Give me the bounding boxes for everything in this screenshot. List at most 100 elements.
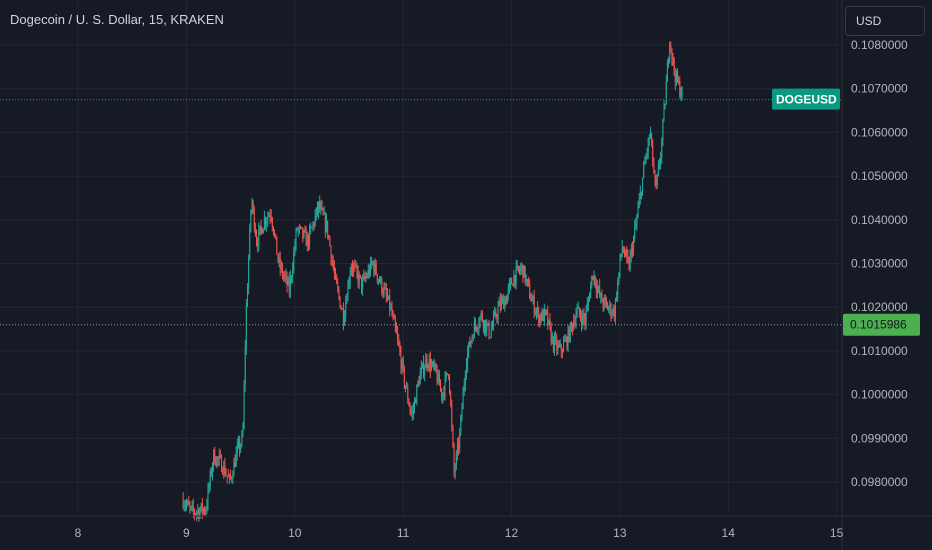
candle (381, 276, 383, 296)
candle (192, 498, 194, 519)
candle (489, 336, 491, 339)
candle (596, 280, 598, 299)
candle (362, 274, 364, 296)
candle (459, 427, 461, 454)
candle (253, 205, 255, 233)
candle (310, 222, 312, 235)
currency-button[interactable]: USD (845, 6, 925, 36)
candle (519, 265, 521, 276)
candle (617, 277, 619, 303)
candle (318, 201, 320, 220)
candle (244, 340, 246, 392)
candle (523, 264, 525, 278)
candle (285, 268, 287, 284)
candle (472, 333, 474, 342)
candle (304, 225, 306, 233)
candle (680, 87, 682, 102)
candle (418, 376, 420, 387)
candle (366, 272, 368, 279)
candle (261, 226, 263, 235)
candle (259, 225, 261, 236)
candle (342, 302, 344, 331)
candle (240, 442, 242, 454)
candle (222, 466, 224, 476)
candle (658, 158, 660, 170)
candle (367, 263, 369, 280)
candle (198, 507, 200, 522)
candle (447, 373, 449, 380)
y-axis[interactable]: 0.0980000 0.0990000 0.1000000 0.1010000 0.10… (841, 0, 908, 550)
price-level-lines (0, 99, 842, 326)
candle (291, 274, 293, 284)
candle (427, 363, 429, 372)
candle (479, 315, 481, 329)
candle (609, 299, 611, 316)
candle (208, 481, 210, 494)
candle (539, 314, 541, 328)
candle (279, 251, 281, 277)
candle (236, 438, 238, 461)
candle (480, 310, 482, 321)
candle (437, 369, 439, 384)
candle (324, 211, 326, 238)
candle (453, 442, 455, 478)
candle (340, 305, 342, 311)
candle (281, 262, 283, 280)
candle (314, 209, 316, 228)
candle (520, 263, 522, 276)
candle (666, 59, 668, 83)
candle (193, 508, 195, 521)
candle (500, 293, 502, 311)
y-tick-label: 0.0980000 (851, 475, 908, 489)
candle (216, 456, 218, 469)
candle (443, 385, 445, 401)
candle (646, 147, 648, 160)
candle (256, 229, 258, 247)
candle (210, 466, 212, 478)
candle (677, 68, 679, 83)
candle (670, 41, 672, 54)
candle (643, 160, 645, 179)
x-axis[interactable]: 8 9 10 11 12 13 14 15 (0, 515, 932, 540)
candle (471, 334, 473, 344)
x-tick-label: 13 (613, 526, 627, 540)
candle (626, 245, 628, 264)
candle (495, 308, 497, 320)
candle (280, 260, 282, 274)
candle (450, 389, 452, 408)
candle (586, 297, 588, 312)
candle (398, 334, 400, 348)
candle (621, 240, 623, 258)
candle (494, 306, 496, 317)
candle (572, 322, 574, 336)
current-price-tag: 0.1015986 (843, 313, 920, 336)
candle (675, 69, 677, 86)
candle (292, 262, 294, 284)
candle (535, 307, 537, 320)
candle (237, 435, 239, 449)
candle (407, 382, 409, 404)
candle (386, 288, 388, 302)
candle (663, 99, 665, 122)
candle (254, 222, 256, 237)
candle (616, 291, 618, 302)
candle (319, 195, 321, 213)
candle (576, 303, 578, 318)
x-tick-label: 8 (75, 526, 82, 540)
candle (349, 266, 351, 290)
candle (417, 380, 419, 388)
candle (400, 345, 402, 374)
candle (488, 319, 490, 340)
candle (410, 405, 412, 417)
candle (382, 287, 384, 299)
candle (578, 306, 580, 318)
candle (425, 352, 427, 369)
x-tick-label: 9 (183, 526, 190, 540)
candle (601, 289, 603, 303)
candle (525, 274, 527, 286)
candle (629, 249, 631, 272)
candle (481, 309, 483, 323)
candle (224, 457, 226, 477)
candle (440, 379, 442, 392)
